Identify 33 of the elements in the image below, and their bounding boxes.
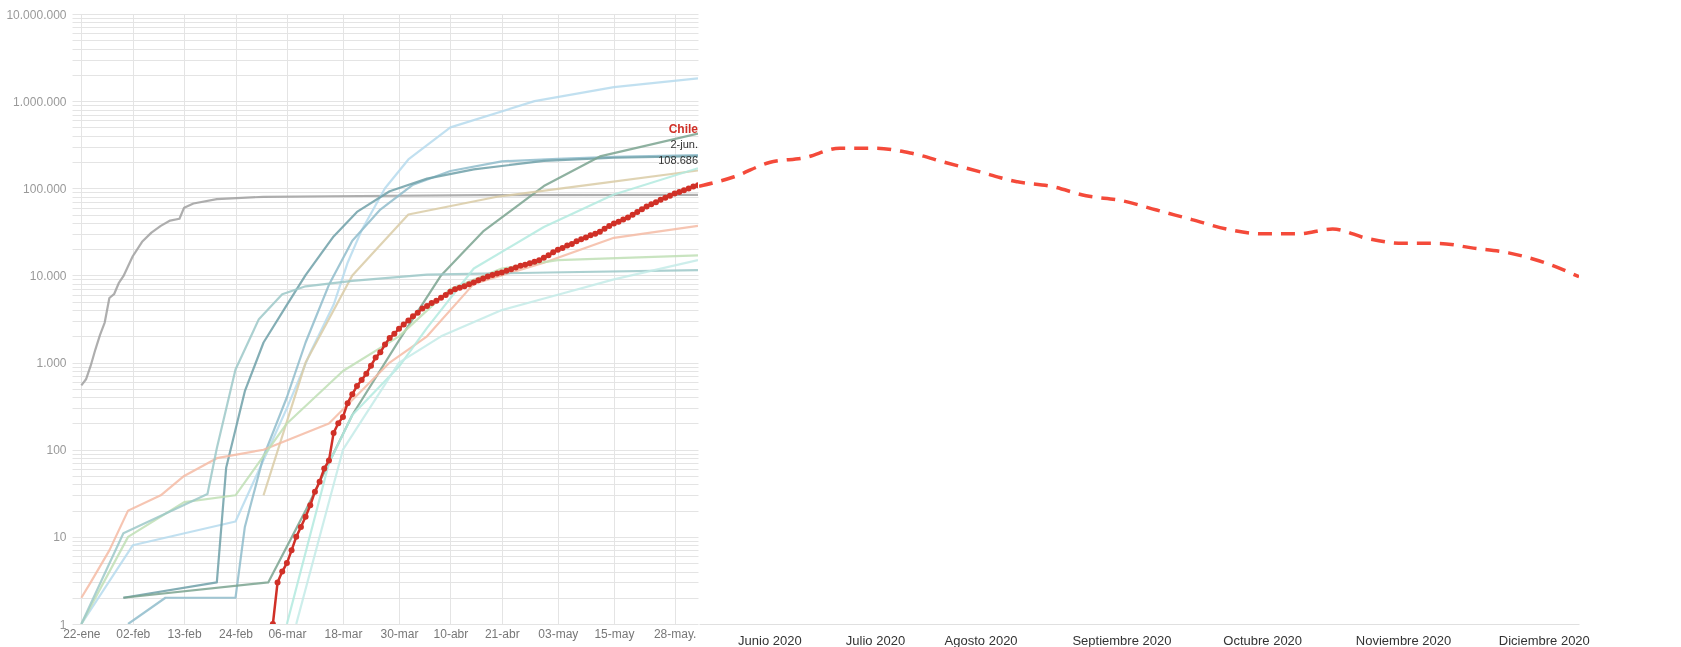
x-tick-label: 03-may — [538, 626, 579, 641]
x-tick-label: 02-feb — [116, 626, 151, 641]
text: Chile — [668, 122, 699, 137]
x-tick-label: Agosto 2020 — [944, 632, 1018, 647]
line-series — [295, 258, 698, 624]
x-tick-label: 13-feb — [167, 626, 202, 641]
y-tick-label: 1.000.000 — [13, 94, 67, 109]
y-tick-label: 10 — [53, 530, 67, 545]
line-series — [80, 193, 698, 387]
y-tick-label: 1.000 — [36, 356, 67, 371]
line-series — [80, 77, 698, 624]
x-tick-label: 06-mar — [268, 626, 307, 641]
x-tick-label: 22-ene — [63, 626, 101, 641]
y-tick-label: 100 — [46, 443, 67, 458]
y-tick-label: 10.000.000 — [6, 7, 67, 22]
x-tick-label: 10-abr — [433, 626, 469, 641]
x-tick-label: 28-may. — [653, 626, 697, 641]
annotation: 108.686 — [658, 154, 698, 167]
x-tick-label: 21-abr — [484, 626, 520, 641]
x-tick-label: 18-mar — [324, 626, 363, 641]
x-tick-label: 24-feb — [218, 626, 254, 641]
y-tick-label: 100.000 — [23, 181, 67, 196]
y-tick-label: 10.000 — [29, 268, 67, 283]
line-series — [262, 169, 698, 497]
x-tick-label: Octubre 2020 — [1223, 632, 1303, 647]
x-tick-label: Julio 2020 — [845, 632, 906, 647]
x-tick-label: Junio 2020 — [738, 632, 802, 647]
annotation: 2-jun. — [670, 138, 698, 151]
x-tick-label: Septiembre 2020 — [1072, 632, 1172, 647]
x-tick-label: 30-mar — [380, 626, 419, 641]
x-tick-label: Noviembre 2020 — [1355, 632, 1452, 647]
x-tick-label: Diciembre 2020 — [1498, 632, 1590, 647]
x-tick-label: 15-may — [594, 626, 635, 641]
